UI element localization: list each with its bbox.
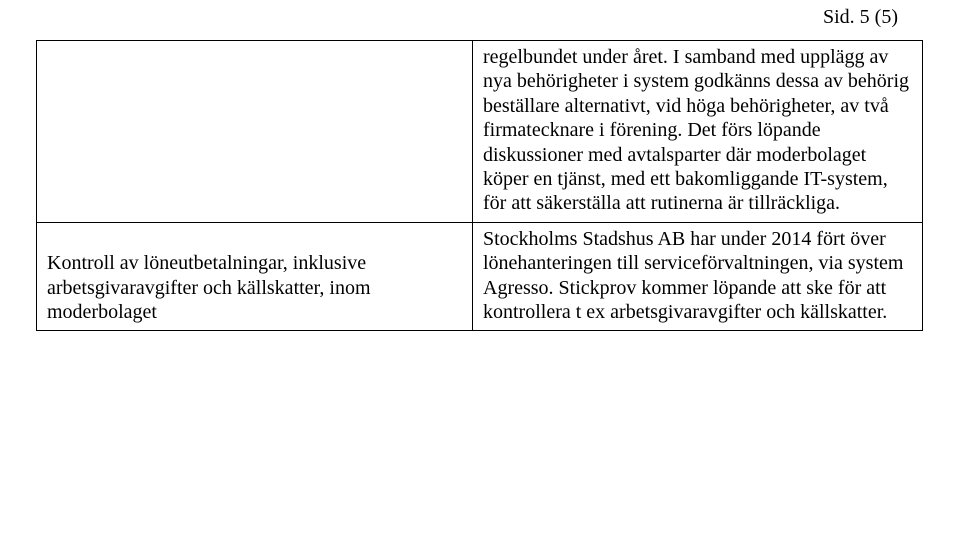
table-row: Kontroll av löneutbetalningar, inklusive… xyxy=(37,223,922,332)
page-number: Sid. 5 (5) xyxy=(823,6,898,29)
cell-right: regelbundet under året. I samband med up… xyxy=(473,41,922,222)
cell-left: Kontroll av löneutbetalningar, inklusive… xyxy=(37,223,473,331)
cell-left xyxy=(37,41,473,222)
table-row: regelbundet under året. I samband med up… xyxy=(37,41,922,223)
cell-right: Stockholms Stadshus AB har under 2014 fö… xyxy=(473,223,922,331)
cell-text: Stockholms Stadshus AB har under 2014 fö… xyxy=(483,228,903,323)
cell-text: regelbundet under året. I samband med up… xyxy=(483,46,909,214)
cell-text: Kontroll av löneutbetalningar, inklusive… xyxy=(47,251,462,324)
document-table: regelbundet under året. I samband med up… xyxy=(36,40,923,331)
